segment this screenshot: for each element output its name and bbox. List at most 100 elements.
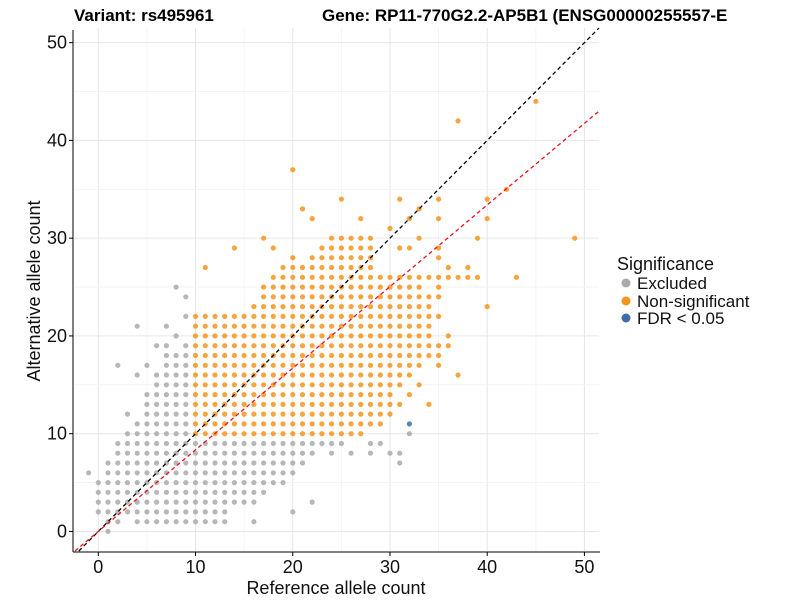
point-excluded <box>163 323 169 329</box>
point-non-significant <box>222 372 228 378</box>
point-excluded <box>222 480 228 486</box>
point-non-significant <box>280 401 286 407</box>
point-non-significant <box>426 401 432 407</box>
point-excluded <box>241 480 247 486</box>
point-non-significant <box>397 382 403 388</box>
point-non-significant <box>329 382 335 388</box>
point-non-significant <box>309 274 315 280</box>
point-non-significant <box>329 431 335 437</box>
point-excluded <box>367 450 374 456</box>
point-non-significant <box>212 392 218 398</box>
point-excluded <box>212 489 218 495</box>
point-non-significant <box>406 343 412 349</box>
point-non-significant <box>397 313 403 319</box>
point-non-significant <box>261 313 267 319</box>
point-non-significant <box>241 431 247 437</box>
point-non-significant <box>270 362 276 368</box>
point-excluded <box>299 440 306 447</box>
point-excluded <box>134 470 140 476</box>
point-non-significant <box>192 392 199 398</box>
point-excluded <box>163 519 169 525</box>
point-non-significant <box>572 235 578 241</box>
point-excluded <box>163 401 169 407</box>
point-non-significant <box>309 284 315 290</box>
point-fdr-0-05 <box>406 421 412 427</box>
point-non-significant <box>270 313 276 319</box>
point-excluded <box>222 450 228 456</box>
point-excluded <box>270 470 276 476</box>
point-non-significant <box>319 264 325 271</box>
point-non-significant <box>299 392 306 398</box>
point-excluded <box>202 460 208 466</box>
point-non-significant <box>397 372 403 378</box>
point-excluded <box>183 489 189 495</box>
point-excluded <box>144 431 150 437</box>
point-excluded <box>202 509 208 515</box>
x-tick-label: 20 <box>283 557 303 577</box>
point-non-significant <box>348 372 354 378</box>
point-non-significant <box>202 411 208 417</box>
point-excluded <box>124 411 131 417</box>
point-excluded <box>154 401 160 407</box>
point-non-significant <box>387 294 393 300</box>
point-non-significant <box>416 235 422 241</box>
point-non-significant <box>436 362 442 368</box>
point-non-significant <box>319 352 325 359</box>
point-non-significant <box>455 274 461 280</box>
point-non-significant <box>367 362 374 368</box>
point-non-significant <box>406 352 412 359</box>
point-non-significant <box>406 294 412 300</box>
point-excluded <box>105 528 111 535</box>
point-excluded <box>338 440 344 447</box>
point-non-significant <box>261 343 267 349</box>
point-non-significant <box>290 294 296 300</box>
point-non-significant <box>319 411 325 417</box>
point-non-significant <box>338 421 344 427</box>
point-non-significant <box>270 392 276 398</box>
point-excluded <box>212 440 218 447</box>
point-non-significant <box>338 264 344 271</box>
point-non-significant <box>348 333 354 339</box>
legend-label-non-significant: Non-significant <box>637 292 750 311</box>
point-non-significant <box>367 343 374 349</box>
point-non-significant <box>397 274 403 280</box>
point-excluded <box>134 421 140 427</box>
point-non-significant <box>406 284 412 290</box>
point-non-significant <box>387 323 393 329</box>
point-non-significant <box>465 274 471 280</box>
point-non-significant <box>319 401 325 407</box>
point-non-significant <box>192 313 199 319</box>
point-non-significant <box>367 421 374 427</box>
point-non-significant <box>251 343 257 349</box>
point-non-significant <box>251 382 257 388</box>
point-non-significant <box>367 304 374 310</box>
point-non-significant <box>261 323 267 329</box>
point-non-significant <box>299 274 306 280</box>
point-non-significant <box>367 372 374 378</box>
point-excluded <box>173 480 179 486</box>
point-non-significant <box>212 372 218 378</box>
point-non-significant <box>202 333 208 339</box>
point-excluded <box>115 480 121 486</box>
point-non-significant <box>358 372 364 378</box>
point-non-significant <box>261 392 267 398</box>
point-non-significant <box>192 362 199 368</box>
point-non-significant <box>397 294 403 300</box>
point-non-significant <box>436 255 442 261</box>
point-non-significant <box>436 352 442 359</box>
point-non-significant <box>299 206 306 212</box>
y-tick-label: 30 <box>47 228 67 248</box>
point-non-significant <box>387 225 393 231</box>
point-non-significant <box>241 352 247 359</box>
point-excluded <box>105 460 111 466</box>
point-non-significant <box>377 392 383 398</box>
point-non-significant <box>338 313 344 319</box>
point-non-significant <box>416 294 422 300</box>
point-non-significant <box>309 333 315 339</box>
point-non-significant <box>387 401 393 407</box>
point-non-significant <box>222 421 228 427</box>
point-excluded <box>163 489 169 495</box>
point-excluded <box>95 499 101 505</box>
point-non-significant <box>251 411 257 417</box>
point-non-significant <box>231 431 237 437</box>
